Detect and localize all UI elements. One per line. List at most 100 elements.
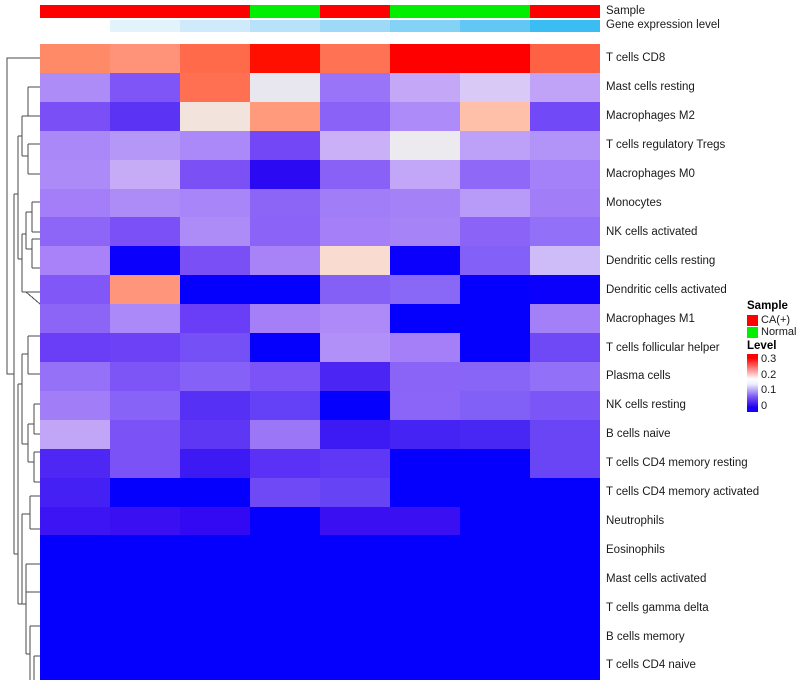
heatmap-cell <box>110 622 180 652</box>
heatmap-cell <box>320 535 390 565</box>
heatmap-cell <box>530 130 600 160</box>
row-label: T cells CD8 <box>606 52 666 65</box>
heatmap-cell <box>320 390 390 420</box>
heatmap-cell <box>110 72 180 102</box>
heatmap-cell <box>250 159 320 189</box>
row-label: Macrophages M2 <box>606 110 695 123</box>
gene-annotation-cell-0 <box>40 20 110 32</box>
heatmap-cell <box>180 72 250 102</box>
heatmap-cell <box>180 101 250 131</box>
heatmap-row <box>40 159 600 189</box>
heatmap-cell <box>40 506 110 536</box>
heatmap-cell <box>320 130 390 160</box>
heatmap-cell <box>460 188 530 218</box>
heatmap-cell <box>320 72 390 102</box>
heatmap-cell <box>110 188 180 218</box>
heatmap-cell <box>180 622 250 652</box>
heatmap-cell <box>530 159 600 189</box>
row-label: T cells follicular helper <box>606 341 720 354</box>
heatmap-cell <box>530 188 600 218</box>
heatmap-cell <box>250 622 320 652</box>
heatmap-cell <box>110 419 180 449</box>
gene-annotation-cell-2 <box>180 20 250 32</box>
heatmap-row <box>40 448 600 478</box>
heatmap-cell <box>460 304 530 334</box>
heatmap-cell <box>320 188 390 218</box>
level-legend: Level 0.3 0.2 0.1 0 <box>747 340 800 412</box>
heatmap-cell <box>390 188 460 218</box>
heatmap-row <box>40 130 600 160</box>
heatmap-cell <box>460 593 530 623</box>
heatmap-cell <box>390 651 460 680</box>
heatmap-row <box>40 419 600 449</box>
heatmap-cell <box>460 72 530 102</box>
heatmap-cell <box>180 564 250 594</box>
heatmap-cell <box>180 419 250 449</box>
heatmap-cell <box>390 101 460 131</box>
heatmap-row <box>40 333 600 362</box>
heatmap-cell <box>460 159 530 189</box>
heatmap-grid <box>40 44 600 680</box>
heatmap-cell <box>460 44 530 73</box>
heatmap-cell <box>180 535 250 565</box>
heatmap-cell <box>390 506 460 536</box>
heatmap-cell <box>180 188 250 218</box>
heatmap-cell <box>180 333 250 362</box>
heatmap-cell <box>320 361 390 391</box>
heatmap-cell <box>110 44 180 73</box>
heatmap-cell <box>250 390 320 420</box>
heatmap-cell <box>390 159 460 189</box>
heatmap-cell <box>460 101 530 131</box>
heatmap-cell <box>250 506 320 536</box>
heatmap-cell <box>390 217 460 247</box>
heatmap-cell <box>530 101 600 131</box>
heatmap-cell <box>460 535 530 565</box>
heatmap-cell <box>530 535 600 565</box>
gene-expression-annotation-label: Gene expression level <box>606 19 720 31</box>
heatmap-cell <box>320 506 390 536</box>
heatmap-cell <box>530 448 600 478</box>
heatmap-cell <box>530 333 600 362</box>
heatmap-cell <box>250 188 320 218</box>
row-label: B cells memory <box>606 630 685 643</box>
heatmap-cell <box>530 361 600 391</box>
heatmap-cell <box>40 419 110 449</box>
row-label: Dendritic cells activated <box>606 283 727 296</box>
heatmap-row <box>40 622 600 652</box>
heatmap-row <box>40 390 600 420</box>
heatmap-cell <box>180 506 250 536</box>
row-label: T cells CD4 memory resting <box>606 457 748 470</box>
heatmap-cell <box>250 535 320 565</box>
heatmap-cell <box>40 622 110 652</box>
heatmap-cell <box>390 246 460 276</box>
row-label: T cells regulatory Tregs <box>606 139 726 152</box>
heatmap-cell <box>40 188 110 218</box>
heatmap-cell <box>320 159 390 189</box>
heatmap-cell <box>530 593 600 623</box>
heatmap-cell <box>40 159 110 189</box>
heatmap-cell <box>460 390 530 420</box>
heatmap-cell <box>40 246 110 276</box>
row-label: T cells CD4 naive <box>606 659 696 672</box>
row-label: T cells CD4 memory activated <box>606 486 760 499</box>
heatmap-cell <box>40 448 110 478</box>
row-label: Mast cells resting <box>606 81 695 94</box>
row-label: Macrophages M0 <box>606 168 695 181</box>
heatmap-cell <box>110 304 180 334</box>
heatmap-row <box>40 217 600 247</box>
level-colorbar <box>747 354 758 412</box>
heatmap-cell <box>40 477 110 507</box>
heatmap-cell <box>250 275 320 305</box>
heatmap-cell <box>110 130 180 160</box>
heatmap-cell <box>320 477 390 507</box>
sample-annotation-cell-7 <box>530 5 600 18</box>
heatmap-cell <box>110 506 180 536</box>
heatmap-cell <box>110 651 180 680</box>
sample-legend-entry: Normal <box>747 326 800 338</box>
heatmap-cell <box>460 361 530 391</box>
heatmap-cell <box>530 419 600 449</box>
heatmap-cell <box>390 72 460 102</box>
heatmap-cell <box>180 361 250 391</box>
sample-annotation-bar <box>40 5 600 18</box>
heatmap-cell <box>460 275 530 305</box>
